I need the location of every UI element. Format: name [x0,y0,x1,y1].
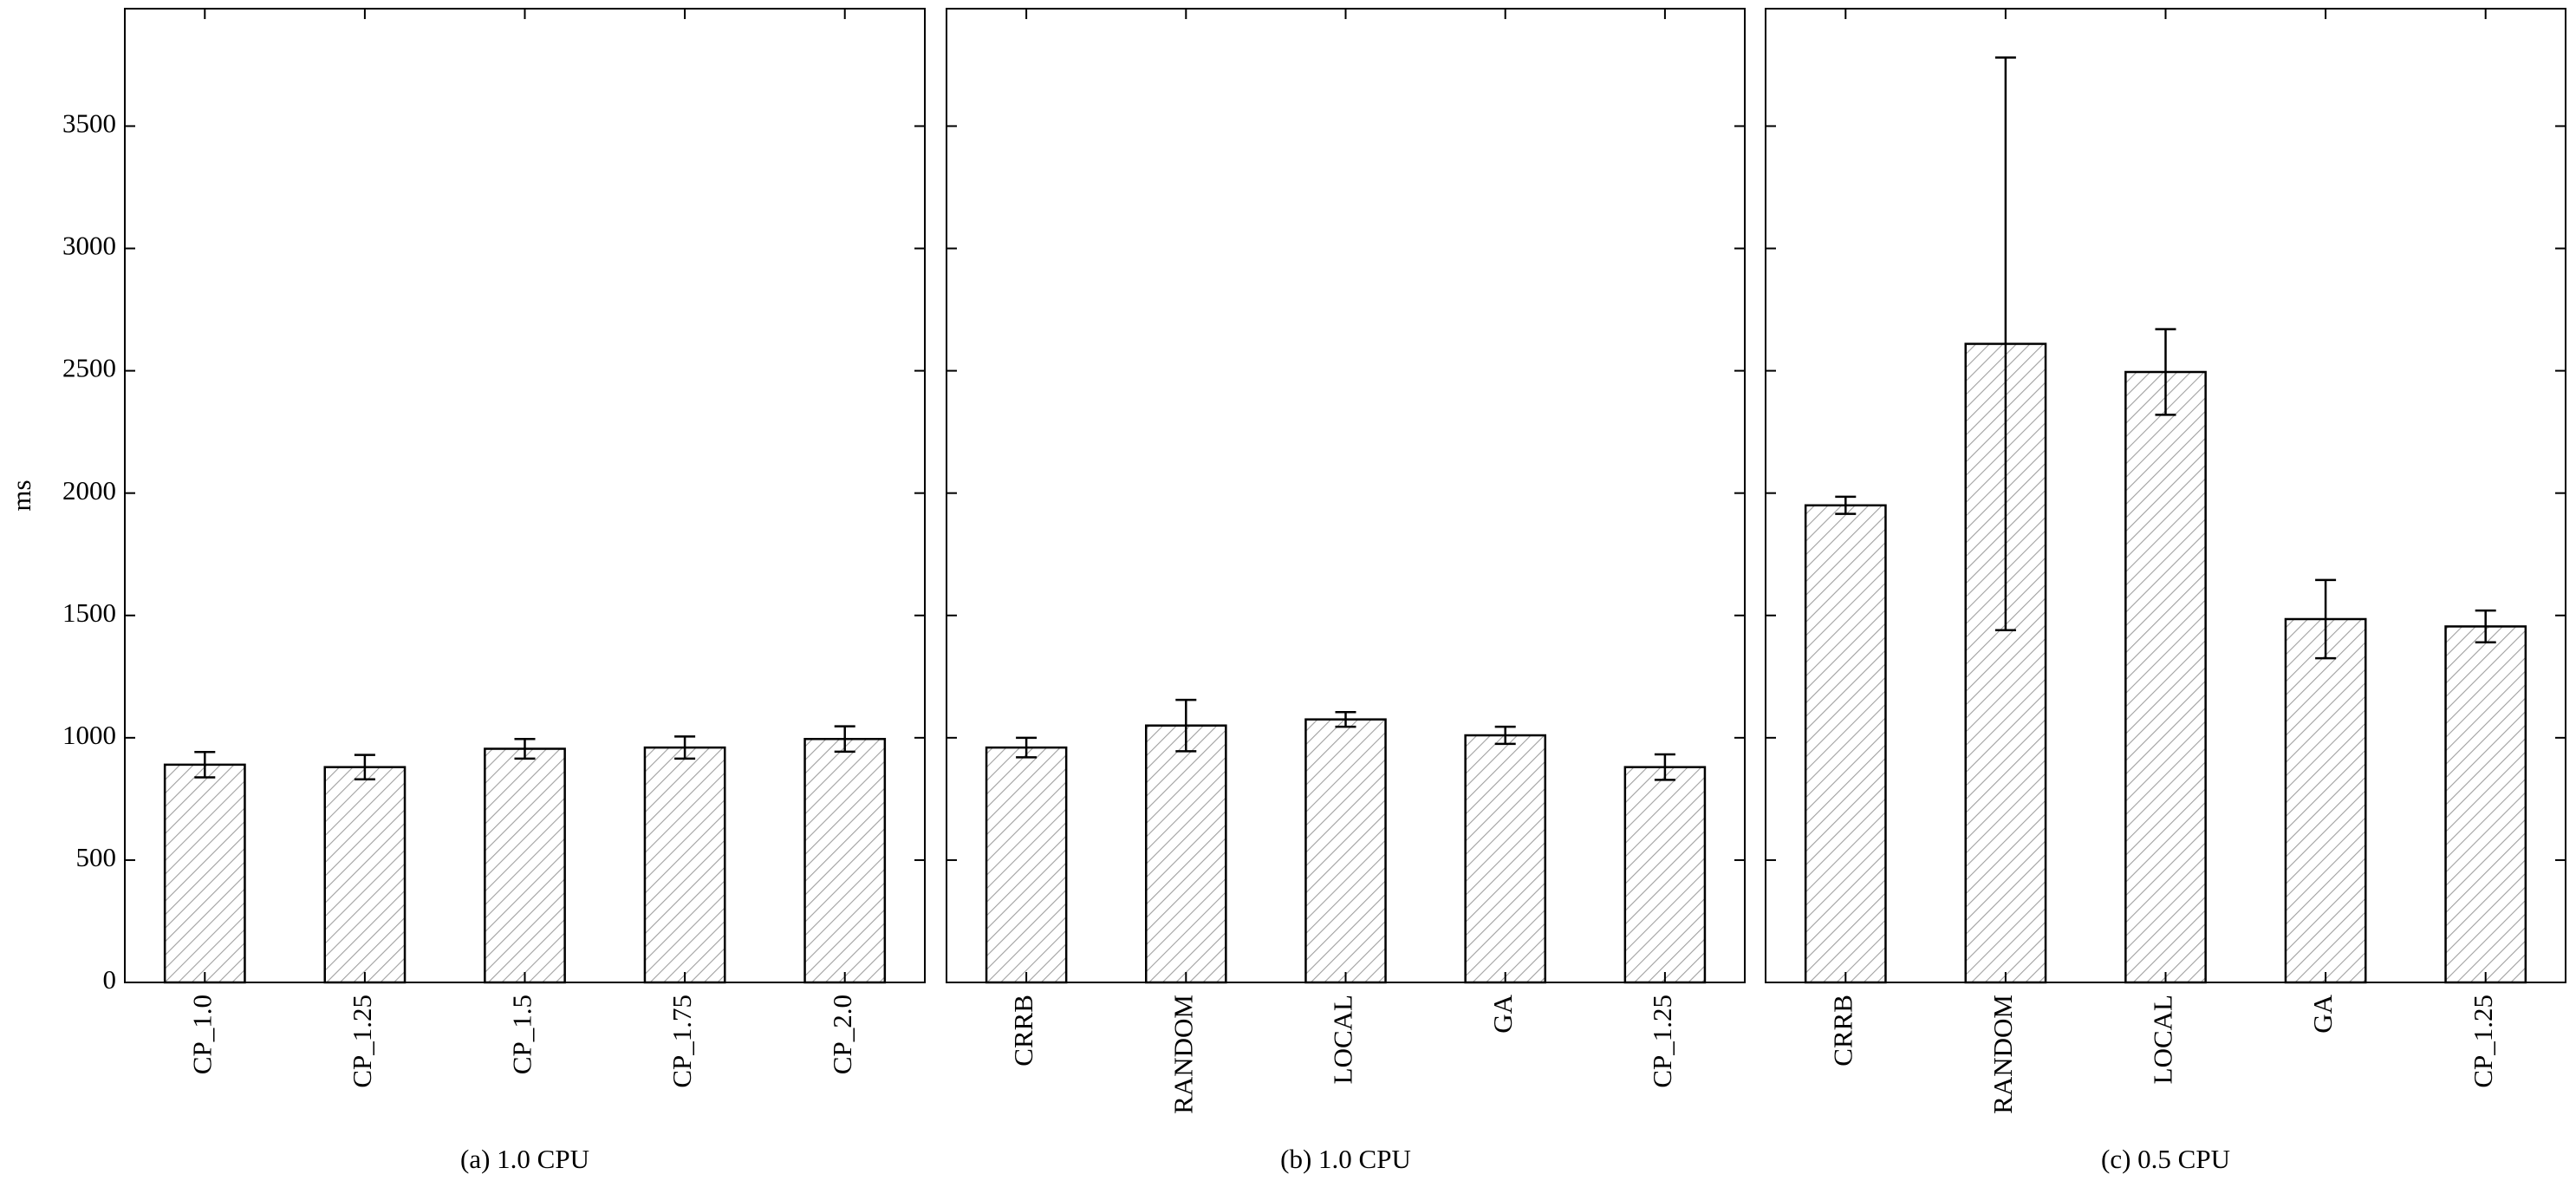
x-tick-label: CP_1.0 [186,995,217,1074]
bar [323,766,407,984]
y-tick-label: 3500 [62,108,116,139]
bar [985,746,1068,984]
y-tick-label: 1000 [62,720,116,750]
x-tick-label: CP_2.0 [827,995,857,1074]
y-tick-label: 0 [103,964,117,995]
panel-caption: (c) 0.5 CPU [2101,1144,2230,1174]
y-tick-label: 2000 [62,475,116,506]
x-tick-label: CP_1.25 [1647,995,1677,1088]
error-bar [1175,698,1197,753]
x-tick-label: CP_1.25 [347,995,377,1088]
plot-frame [946,8,1746,983]
x-tick-label: RANDOM [1168,995,1198,1114]
bar [1804,504,1887,984]
error-bar [1016,736,1038,759]
x-tick-label: LOCAL [2148,995,2178,1084]
error-bar [514,738,536,760]
bar [1623,766,1707,984]
plot-frame [1765,8,2566,983]
error-bar [1654,753,1675,781]
y-tick-label: 2500 [62,353,116,383]
bar [1145,724,1227,984]
error-bar [674,735,696,760]
y-tick-label: 500 [76,842,117,872]
error-bar [1335,710,1356,728]
bar [163,763,246,984]
error-bar [354,754,375,781]
bar [643,746,726,984]
y-tick-label: 3000 [62,231,116,261]
error-bar [834,725,855,754]
x-tick-label: CP_1.5 [507,995,537,1074]
plot-frame [124,8,926,983]
bar [803,738,887,984]
error-bar [2475,609,2496,644]
error-bar [194,750,216,779]
y-axis-label: ms [6,480,36,511]
error-bar [2155,328,2176,416]
x-tick-label: RANDOM [1987,995,2018,1114]
x-tick-label: GA [1487,994,1518,1033]
x-tick-label: CRRB [1827,995,1857,1067]
bar [2444,625,2527,984]
error-bar [1494,725,1516,746]
x-tick-label: LOCAL [1328,995,1358,1084]
error-bar [1835,495,1857,515]
bar [2124,370,2207,984]
bar [484,747,566,984]
y-tick-label: 1500 [62,597,116,628]
bar [2284,617,2367,984]
panel-caption: (a) 1.0 CPU [460,1144,589,1174]
panel-caption: (b) 1.0 CPU [1280,1144,1411,1174]
x-tick-label: CP_1.25 [2468,995,2498,1088]
x-tick-label: CRRB [1008,995,1038,1067]
bar [1304,718,1387,984]
x-tick-label: CP_1.75 [667,995,697,1088]
x-tick-label: GA [2307,994,2338,1033]
error-bar [2315,578,2337,660]
bar [1464,734,1547,984]
error-bar [1994,56,2016,631]
